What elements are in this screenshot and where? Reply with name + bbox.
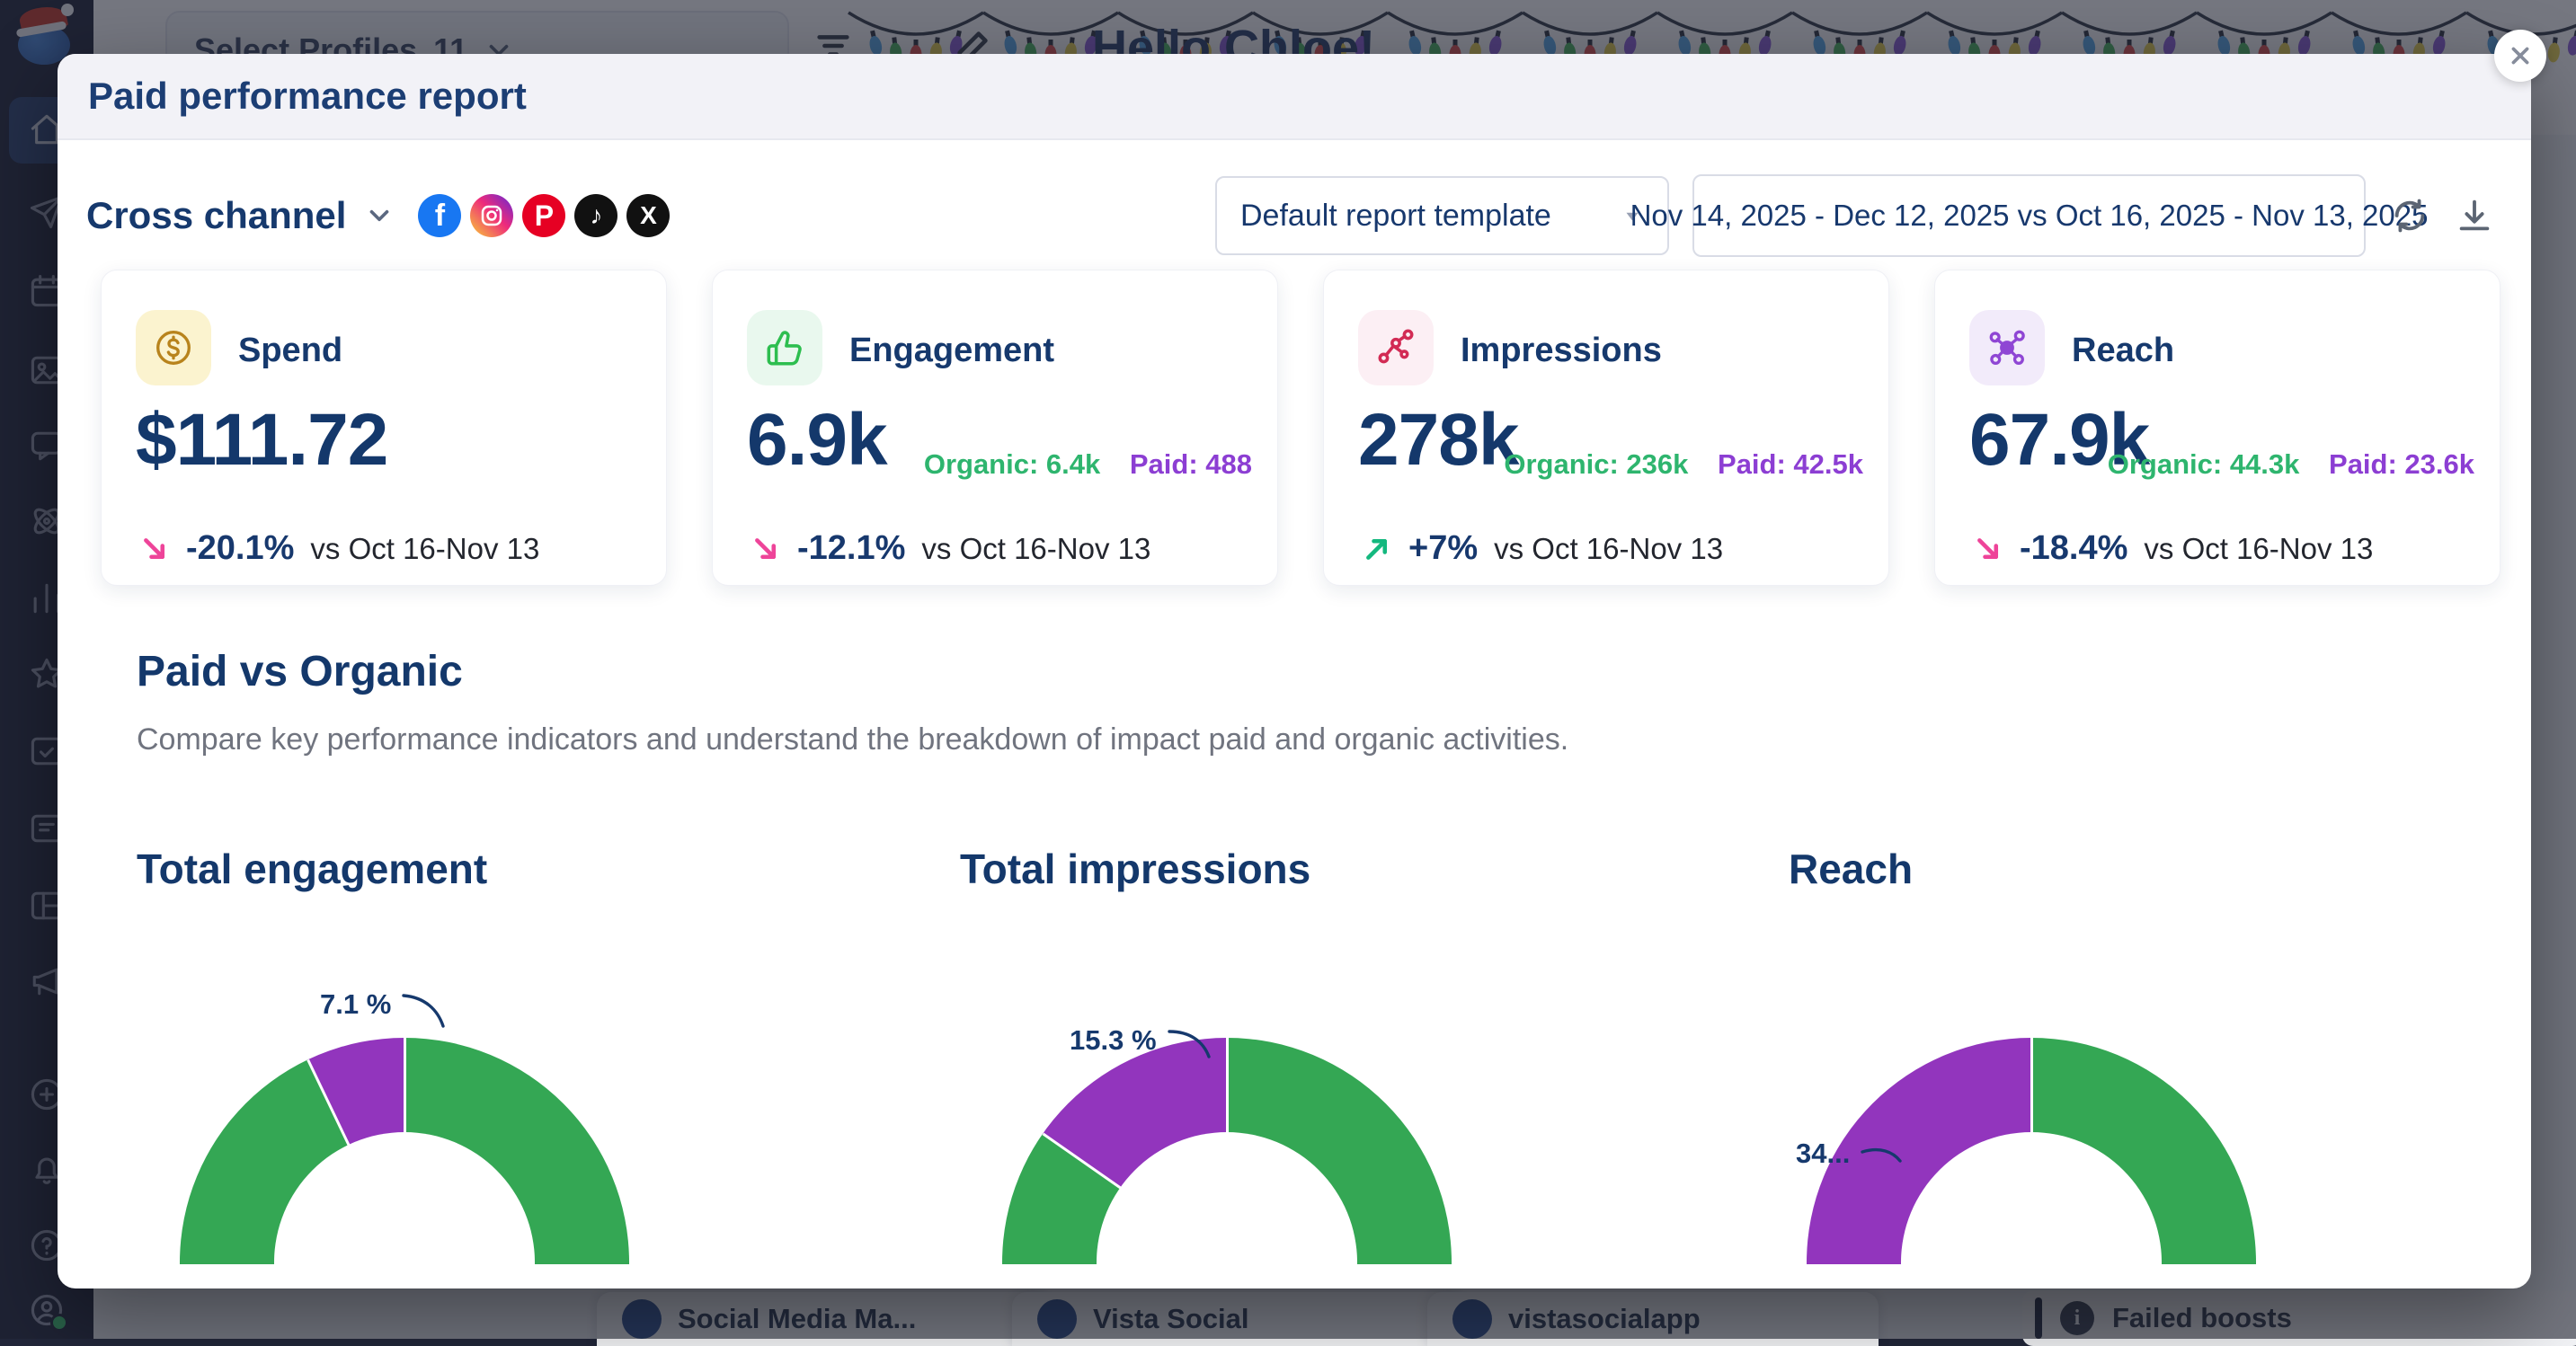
caret-down-icon — [1621, 204, 1644, 227]
stat-value: 67.9k — [1969, 399, 2150, 481]
modal-header: Paid performance report — [58, 54, 2531, 140]
channel-label: Cross channel — [86, 194, 347, 236]
organic-paid-split: Organic: 6.4k Paid: 488 — [924, 448, 1252, 481]
stat-delta-row: +7% vs Oct 16-Nov 13 — [1358, 529, 1723, 568]
download-button[interactable] — [2454, 195, 2495, 236]
organic-value: Organic: 44.3k — [2107, 448, 2300, 480]
delta-comparison: vs Oct 16-Nov 13 — [921, 531, 1151, 565]
stat-value: 6.9k — [747, 399, 888, 481]
trend-down-icon — [1969, 530, 2007, 568]
selected-networks: f P ♪ X — [418, 194, 671, 237]
report-template-select[interactable]: Default report template — [1215, 176, 1669, 255]
delta-value: +7% — [1408, 529, 1479, 567]
delta-comparison: vs Oct 16-Nov 13 — [2144, 531, 2374, 565]
chart-title-reach: Reach — [1789, 846, 1914, 892]
delta-value: -12.1% — [797, 529, 906, 567]
close-button[interactable] — [2494, 30, 2546, 82]
date-range-picker[interactable]: Nov 14, 2025 - Dec 12, 2025 vs Oct 16, 2… — [1630, 174, 2428, 257]
paid-value: Paid: 488 — [1129, 448, 1252, 480]
controls-right: Default report template Nov 14, 2025 - D… — [1215, 174, 2495, 257]
stat-delta-row: -12.1% vs Oct 16-Nov 13 — [747, 529, 1150, 568]
pinterest-icon: P — [522, 194, 566, 237]
label-connector-line — [1861, 1147, 1903, 1163]
paid-value: Paid: 23.6k — [2329, 448, 2474, 480]
chevron-down-icon — [364, 200, 395, 231]
scatter-network-icon — [1358, 310, 1434, 385]
facebook-icon: f — [418, 194, 462, 237]
organic-value: Organic: 6.4k — [923, 448, 1101, 480]
stat-label: Engagement — [849, 332, 1055, 369]
tiktok-icon: ♪ — [574, 194, 618, 237]
paid-percentage-label: 34... — [1796, 1138, 1914, 1181]
organic-paid-split: Organic: 236k Paid: 42.5k — [1504, 448, 1863, 481]
modal-title: Paid performance report — [88, 75, 527, 117]
organic-value: Organic: 236k — [1504, 448, 1689, 480]
trend-up-icon — [1358, 530, 1396, 568]
download-icon — [2459, 199, 2490, 231]
chart-title-impressions: Total impressions — [960, 846, 1311, 892]
stat-delta-row: -18.4% vs Oct 16-Nov 13 — [1969, 529, 2373, 568]
delta-value: -20.1% — [186, 529, 295, 567]
label-connector-line — [1167, 1030, 1211, 1058]
label-connector-line — [402, 994, 445, 1028]
trend-down-icon — [136, 530, 173, 568]
instagram-icon — [470, 194, 514, 237]
refresh-icon — [2394, 199, 2425, 233]
report-template-value: Default report template — [1240, 198, 1551, 233]
paid-percentage-label: 7.1 % — [320, 988, 456, 1032]
delta-comparison: vs Oct 16-Nov 13 — [310, 531, 540, 565]
section-description: Compare key performance indicators and u… — [137, 722, 1569, 757]
reach-network-icon — [1969, 310, 2045, 385]
organic-paid-split: Organic: 44.3k Paid: 23.6k — [2108, 448, 2474, 481]
trend-down-icon — [747, 530, 785, 568]
stat-label: Spend — [238, 332, 343, 369]
slice-divider — [403, 1038, 406, 1135]
stat-label: Impressions — [1461, 332, 1662, 369]
stat-label: Reach — [2072, 332, 2175, 369]
channel-selector[interactable]: Cross channel — [86, 194, 395, 237]
delta-comparison: vs Oct 16-Nov 13 — [1494, 531, 1724, 565]
stat-card-reach: Reach 67.9k Organic: 44.3k Paid: 23.6k -… — [1934, 270, 2500, 586]
engagement-donut-chart — [180, 1038, 629, 1264]
impressions-donut-chart — [1002, 1038, 1452, 1264]
stat-card-engagement: Engagement 6.9k Organic: 6.4k Paid: 488 … — [712, 270, 1278, 586]
chart-title-engagement: Total engagement — [137, 846, 488, 892]
paid-performance-report-modal: Paid performance report Cross channel f … — [58, 30, 2546, 1288]
slice-divider — [2030, 1038, 2033, 1135]
stat-card-impressions: Impressions 278k Organic: 236k Paid: 42.… — [1323, 270, 1889, 586]
close-icon — [2511, 47, 2529, 65]
x-twitter-icon: X — [626, 194, 671, 237]
thumbs-up-icon — [747, 310, 822, 385]
refresh-button[interactable] — [2389, 195, 2430, 236]
paid-value: Paid: 42.5k — [1718, 448, 1863, 480]
section-title: Paid vs Organic — [137, 648, 463, 695]
date-range-value: Nov 14, 2025 - Dec 12, 2025 vs Oct 16, 2… — [1630, 199, 2429, 232]
paid-percentage-label: 15.3 % — [1070, 1024, 1221, 1067]
stat-card-spend: Spend $111.72 -20.1% vs Oct 16-Nov 13 — [101, 270, 667, 586]
stat-value: $111.72 — [136, 399, 388, 481]
delta-value: -18.4% — [2020, 529, 2128, 567]
slice-divider — [1225, 1038, 1229, 1135]
coin-icon — [136, 310, 211, 385]
stat-delta-row: -20.1% vs Oct 16-Nov 13 — [136, 529, 539, 568]
stat-value: 278k — [1358, 399, 1519, 481]
report-controls: Cross channel f P ♪ X Default report tem… — [86, 174, 2495, 257]
